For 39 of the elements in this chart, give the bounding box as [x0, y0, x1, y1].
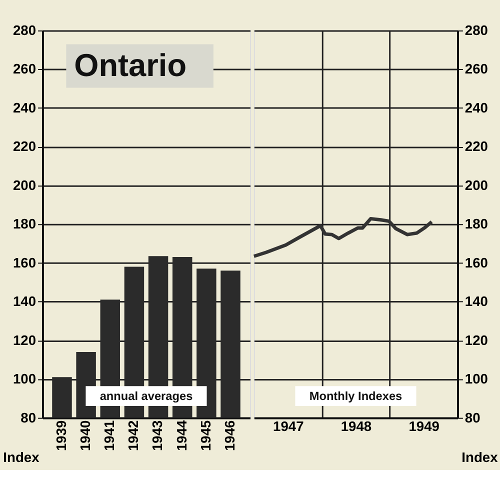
y-tick-label: 140	[12, 293, 36, 310]
y2-tick-label: 200	[464, 176, 488, 193]
y2-tick-label: 260	[464, 60, 488, 77]
y-tick-label: 280	[12, 22, 36, 38]
y2-tick-label: 140	[464, 293, 488, 310]
y2-tick-label: 220	[464, 138, 488, 154]
x-tick-label: 1946	[221, 420, 238, 452]
y-tick-label: 220	[12, 138, 36, 154]
y2-axis-title: Index	[462, 448, 498, 465]
x-tick-label: 1944	[173, 420, 190, 452]
y2-tick-label: 180	[464, 216, 488, 232]
y-tick-label: 240	[12, 99, 36, 116]
line-series	[252, 216, 434, 258]
y2-tick-label: 240	[464, 99, 488, 116]
x-tick-label: 1949	[408, 418, 440, 434]
annotation: Monthly Indexes	[309, 389, 403, 404]
y2-tick-label: 120	[464, 332, 488, 348]
y-axis-title: Index	[3, 448, 40, 465]
x-tick-label: 1941	[101, 420, 118, 452]
x-tick-label: 1942	[125, 420, 142, 452]
annotation: annual averages	[100, 389, 194, 404]
x-tick-label: 1947	[272, 418, 304, 434]
y2-tick-label: 100	[464, 370, 488, 387]
x-tick-label: 1948	[340, 418, 372, 434]
x-tick-label: 1945	[197, 420, 214, 452]
y-tick-label: 100	[12, 370, 36, 387]
y-tick-label: 80	[20, 409, 36, 426]
y-tick-label: 260	[12, 60, 36, 77]
y2-tick-label: 280	[464, 22, 488, 38]
y-tick-label: 120	[12, 332, 36, 348]
y2-tick-label: 160	[464, 254, 488, 270]
x-tick-label: 1939	[52, 420, 69, 452]
y-tick-label: 180	[12, 216, 36, 232]
x-tick-label: 1943	[149, 420, 166, 452]
text: Ontario	[74, 46, 187, 83]
x-tick-label: 1940	[77, 420, 94, 452]
y-tick-label: 160	[12, 254, 36, 270]
y2-tick-label: 80	[464, 409, 481, 426]
y-tick-label: 200	[12, 176, 36, 193]
